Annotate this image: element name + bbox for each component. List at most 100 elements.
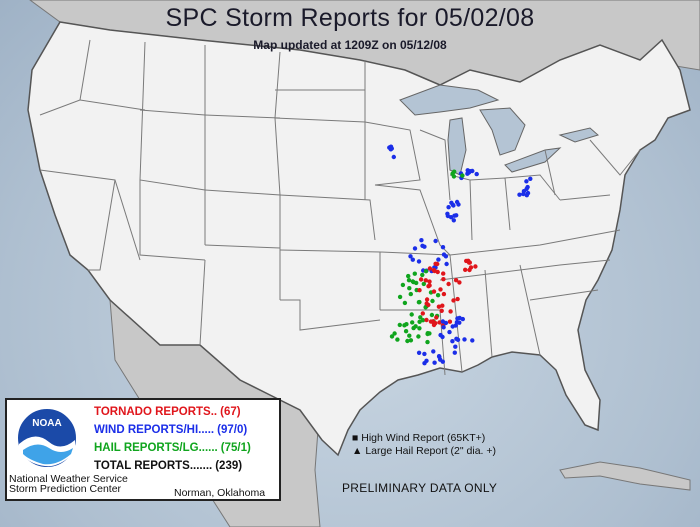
wind-report-marker xyxy=(391,154,396,160)
wind-report-marker xyxy=(422,361,427,366)
wind-report-marker xyxy=(445,213,451,219)
noaa-logo-icon: NOAA xyxy=(16,407,78,469)
org-line1: National Weather Service xyxy=(9,473,128,485)
state-borders xyxy=(39,39,641,376)
tornado-report-marker xyxy=(424,317,429,323)
wind-report-marker xyxy=(446,205,451,210)
us-landmass xyxy=(27,21,691,457)
wind-report-marker xyxy=(412,246,418,251)
wind-report-marker xyxy=(437,354,442,360)
hail-report-marker xyxy=(400,282,406,288)
hail-report-marker xyxy=(425,339,430,345)
wind-report-marker xyxy=(525,184,530,190)
wind-report-marker xyxy=(450,339,455,344)
hail-report-marker xyxy=(407,333,412,338)
hail-report-marker xyxy=(430,298,435,304)
hail-report-marker xyxy=(429,312,435,318)
org-location: Norman, Oklahoma xyxy=(174,487,266,499)
tornado-report-marker xyxy=(427,279,432,284)
wind-report-marker xyxy=(447,329,452,335)
large-hail-key-label: Large Hail Report (2" dia. +) xyxy=(365,445,496,457)
wind-report-marker xyxy=(416,259,422,264)
hail-report-marker xyxy=(412,271,417,276)
wind-report-marker xyxy=(410,257,415,262)
wind-report-marker xyxy=(456,202,461,207)
tornado-report-marker xyxy=(432,268,437,274)
total-count: (239) xyxy=(215,460,243,472)
wind-report-marker xyxy=(524,179,529,184)
hail-report-marker xyxy=(397,322,402,328)
hail-report-marker xyxy=(421,281,426,287)
tornado-report-marker xyxy=(434,315,439,320)
tornado-report-marker xyxy=(424,297,430,302)
total-reports-row: TOTAL REPORTS....... (239) xyxy=(94,460,245,472)
tornado-report-marker xyxy=(433,321,438,326)
tornado-report-marker xyxy=(417,288,422,293)
wind-report-marker xyxy=(441,252,447,257)
wind-report-marker xyxy=(443,320,449,326)
high-wind-key-label: High Wind Report (65KT+) xyxy=(361,432,486,444)
hail-report-marker xyxy=(423,269,429,274)
hail-report-marker xyxy=(406,278,412,283)
total-label: TOTAL REPORTS....... xyxy=(94,460,213,472)
wind-report-marker xyxy=(389,146,394,151)
wind-report-marker xyxy=(440,245,446,250)
wind-report-marker xyxy=(444,261,449,267)
wind-count: (97/0) xyxy=(217,424,248,436)
hail-report-marker xyxy=(403,329,409,334)
tornado-report-marker xyxy=(451,298,456,303)
wind-report-marker xyxy=(457,315,462,321)
wind-report-marker xyxy=(420,243,425,248)
wind-report-marker xyxy=(438,332,443,338)
hail-report-marker xyxy=(416,334,421,339)
tornado-report-marker xyxy=(453,278,459,283)
hail-report-marker xyxy=(451,174,457,179)
tornado-report-marker xyxy=(420,311,425,316)
hail-label: HAIL REPORTS/LG...... xyxy=(94,442,218,454)
hail-report-marker xyxy=(435,293,441,298)
wind-report-marker xyxy=(465,171,470,176)
hail-reports-row: HAIL REPORTS/LG...... (75/1) xyxy=(94,442,254,454)
hail-report-marker xyxy=(405,338,410,344)
wind-report-marker xyxy=(454,320,460,325)
hail-report-marker xyxy=(409,312,414,317)
hail-report-marker xyxy=(395,337,400,342)
hail-report-marker xyxy=(414,280,419,286)
page-title: SPC Storm Reports for 05/02/08 xyxy=(165,4,535,32)
tornado-report-marker xyxy=(440,303,445,308)
hail-report-marker xyxy=(417,326,422,331)
hail-count: (75/1) xyxy=(220,442,251,454)
wind-report-marker xyxy=(431,349,436,354)
lake-ontario xyxy=(558,127,600,143)
tornado-report-marker xyxy=(439,308,444,313)
cuba-island xyxy=(559,461,691,491)
hail-report-marker xyxy=(416,300,422,305)
tornado-report-marker xyxy=(438,287,443,292)
square-marker-icon: ■ xyxy=(352,432,359,444)
hail-report-marker xyxy=(411,325,416,331)
tornado-report-marker xyxy=(466,260,472,265)
noaa-logo-text: NOAA xyxy=(32,418,61,429)
map-updated-subtitle: Map updated at 1209Z on 05/12/08 xyxy=(253,38,447,52)
tornado-report-marker xyxy=(423,278,428,283)
hail-report-marker xyxy=(389,334,395,339)
hail-report-marker xyxy=(406,273,411,279)
tornado-report-marker xyxy=(428,319,434,324)
tornado-report-marker xyxy=(473,264,478,269)
wind-report-marker xyxy=(452,213,457,218)
wind-report-marker xyxy=(528,176,533,181)
hail-report-marker xyxy=(408,291,413,297)
tornado-report-marker xyxy=(436,304,442,309)
tornado-report-marker xyxy=(441,277,446,282)
triangle-marker-icon: ▲ xyxy=(352,445,363,457)
tornado-report-marker xyxy=(441,291,447,297)
hail-report-marker xyxy=(407,286,412,291)
hail-report-marker xyxy=(402,300,408,306)
high-wind-key: ■ High Wind Report (65KT+) xyxy=(352,432,496,445)
wind-report-marker xyxy=(462,337,467,342)
report-markers xyxy=(387,144,533,366)
tornado-reports-row: TORNADO REPORTS.. (67) xyxy=(94,406,244,418)
wind-report-marker xyxy=(419,238,424,243)
org-credit: National Weather Service Storm Predictio… xyxy=(9,473,128,495)
hail-report-marker xyxy=(452,169,457,174)
